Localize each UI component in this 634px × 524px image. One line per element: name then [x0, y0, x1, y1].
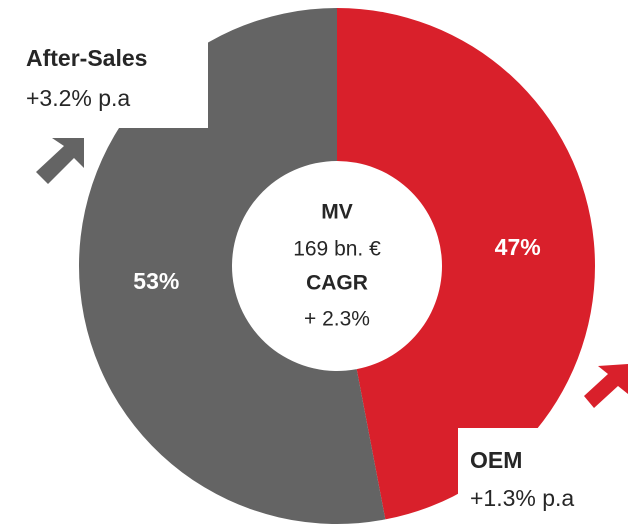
label-box	[458, 428, 634, 524]
slice	[337, 8, 595, 520]
arrow	[36, 138, 84, 184]
value-label: 47%	[495, 234, 541, 260]
center-label: 169 bn. €	[293, 238, 381, 261]
center-label: MV	[321, 201, 353, 224]
label-box	[0, 0, 208, 128]
value-label: 53%	[133, 268, 179, 294]
slice	[78, 8, 386, 524]
category-label: OEM	[470, 447, 522, 473]
category-label: After-Sales	[26, 45, 147, 71]
growth-label: +1.3% p.a	[470, 485, 574, 511]
arrow	[584, 364, 628, 408]
growth-label: +3.2% p.a	[26, 85, 130, 111]
center-label: CAGR	[306, 272, 368, 295]
center-label: + 2.3%	[304, 308, 370, 331]
